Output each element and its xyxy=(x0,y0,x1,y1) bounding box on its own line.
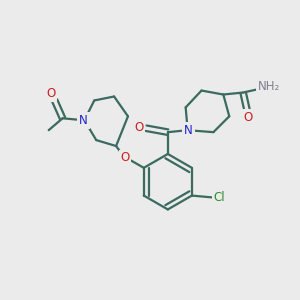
Text: NH₂: NH₂ xyxy=(258,80,280,93)
Text: Cl: Cl xyxy=(214,191,225,204)
Text: N: N xyxy=(79,114,88,127)
Text: O: O xyxy=(134,121,144,134)
Text: O: O xyxy=(120,152,130,164)
Text: O: O xyxy=(46,87,55,100)
Text: O: O xyxy=(244,111,253,124)
Text: N: N xyxy=(184,124,193,137)
